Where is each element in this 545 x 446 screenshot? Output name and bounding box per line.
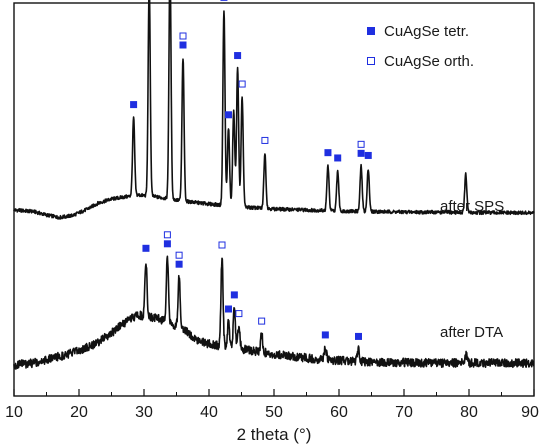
series-layer bbox=[13, 0, 535, 370]
marker-tetr bbox=[234, 52, 242, 60]
x-tick-label: 70 bbox=[395, 404, 413, 421]
marker-orth bbox=[357, 140, 365, 148]
series-line-0 bbox=[13, 0, 535, 220]
marker-orth bbox=[175, 251, 183, 259]
x-tick-label: 90 bbox=[521, 404, 539, 421]
marker-orth bbox=[218, 241, 226, 249]
x-tick-label: 10 bbox=[5, 404, 23, 421]
marker-tetr bbox=[334, 154, 342, 162]
legend-marker-tetr bbox=[367, 27, 375, 35]
marker-tetr bbox=[225, 111, 232, 119]
marker-tetr bbox=[364, 151, 372, 159]
series-label-dta: after DTA bbox=[440, 324, 503, 341]
x-tick-label: 30 bbox=[135, 404, 153, 421]
marker-orth bbox=[258, 317, 266, 325]
x-tick-label: 50 bbox=[265, 404, 283, 421]
x-axis: 10 20 30 40 50 60 70 80 90 bbox=[5, 389, 539, 421]
marker-orth bbox=[261, 136, 269, 144]
marker-tetr bbox=[324, 149, 332, 157]
x-axis-label: 2 theta (°) bbox=[237, 425, 312, 444]
marker-layer bbox=[130, 0, 372, 340]
marker-orth bbox=[163, 231, 171, 239]
marker-tetr bbox=[357, 149, 365, 157]
legend-label-orth: CuAgSe orth. bbox=[384, 53, 474, 70]
x-tick-label: 40 bbox=[200, 404, 218, 421]
marker-orth bbox=[179, 32, 187, 40]
legend: CuAgSe tetr. CuAgSe orth. bbox=[367, 23, 474, 70]
marker-tetr bbox=[355, 332, 362, 340]
marker-orth bbox=[235, 310, 243, 318]
x-tick-label: 60 bbox=[330, 404, 348, 421]
marker-tetr bbox=[321, 331, 329, 339]
marker-orth bbox=[238, 80, 246, 88]
legend-label-tetr: CuAgSe tetr. bbox=[384, 23, 469, 40]
marker-tetr bbox=[179, 41, 187, 49]
marker-tetr bbox=[130, 101, 138, 109]
x-tick-label: 20 bbox=[70, 404, 88, 421]
marker-tetr bbox=[163, 240, 171, 248]
series-line-1 bbox=[13, 255, 535, 370]
x-tick-label: 80 bbox=[460, 404, 478, 421]
marker-tetr bbox=[225, 305, 232, 313]
marker-tetr bbox=[142, 244, 150, 252]
marker-tetr bbox=[230, 291, 238, 299]
marker-tetr bbox=[175, 260, 183, 268]
series-label-sps: after SPS bbox=[440, 198, 504, 215]
legend-marker-orth bbox=[367, 57, 375, 65]
